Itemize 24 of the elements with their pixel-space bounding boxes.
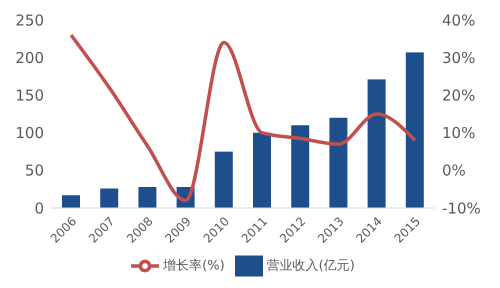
y-tick-label: 100 (15, 124, 44, 142)
bar (100, 188, 118, 208)
y2-tick-label: 30% (442, 48, 476, 67)
bar (214, 152, 233, 208)
legend-label: 增长率(%) (163, 258, 225, 274)
bar (368, 79, 386, 208)
bar (62, 195, 80, 208)
y2-tick-label: 10% (442, 124, 476, 142)
y-tick-label: 150 (15, 86, 44, 105)
y2-tick-label: 0% (442, 162, 466, 180)
line-series (69, 33, 417, 202)
y2-tick-label: 40% (442, 11, 476, 30)
y-tick-label: 250 (15, 11, 44, 30)
y-tick-label: 0 (34, 199, 44, 218)
legend-label: 营业收入(亿元) (266, 258, 355, 274)
y-tick-label: 200 (15, 48, 44, 67)
y2-tick-label: 20% (442, 86, 476, 105)
y2-tick-label: -10% (442, 199, 481, 218)
bar (329, 118, 348, 208)
bar (253, 132, 271, 208)
y-tick-label: 50 (24, 162, 44, 180)
bar (406, 52, 424, 208)
bar (138, 186, 156, 208)
bar (291, 125, 310, 208)
